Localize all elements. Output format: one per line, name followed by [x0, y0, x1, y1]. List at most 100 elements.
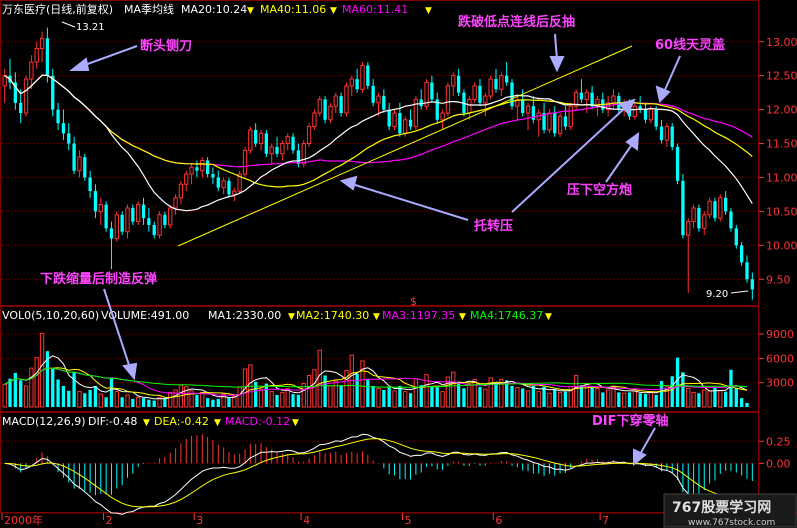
volume-bar-down [643, 394, 648, 407]
candle-up [157, 214, 162, 236]
candle-up [317, 98, 322, 114]
volume-bar-up [258, 388, 264, 408]
candle-up [312, 112, 317, 128]
vol-ma3: MA3:1197.35 [382, 309, 455, 322]
volume-bar-down [141, 398, 146, 407]
arrow-down-icon: ▼ [425, 6, 432, 16]
candle-down [61, 123, 66, 134]
candle-down [697, 208, 701, 229]
volume-bar-down [51, 368, 55, 407]
candle-down [109, 228, 114, 239]
price-tick-label: 9.50 [766, 273, 791, 286]
candle-down [435, 99, 439, 120]
axis-layer: 13.00 12.50 12.00 11.50 11.00 10.50 10.00 9.50 9… [759, 36, 797, 470]
candle-down [141, 204, 146, 219]
volume-bar-up [702, 389, 707, 408]
arrow-down-icon: ▼ [288, 312, 295, 322]
volume-bar-down [83, 393, 87, 407]
volume-bar-down [195, 394, 199, 407]
volume-bar-up [686, 387, 691, 408]
candle-up [39, 37, 45, 50]
high-marker-leader [61, 21, 76, 28]
watermark: 767股票学习网 www.767stock.com [663, 493, 797, 528]
price-tick-label: 10.00 [766, 239, 797, 252]
volume-bar-down [553, 390, 557, 407]
volume-bar-down [638, 393, 642, 407]
annotation-arrows [69, 33, 681, 467]
candle-up [29, 61, 34, 80]
candle-up [376, 95, 381, 104]
annotation-guillotine: 断头铡刀 [140, 38, 192, 54]
candle-down [670, 126, 674, 147]
candle-up [333, 95, 338, 107]
vol-ma2: MA2:1740.30 [296, 309, 369, 322]
candle-down [264, 133, 269, 154]
candle-up [403, 119, 408, 134]
ma60-legend: MA60:11.41 [342, 3, 408, 16]
volume-bar-down [152, 400, 156, 407]
price-tick-label: 11.50 [766, 138, 797, 151]
volume-bar-down [163, 398, 167, 407]
volume-bar-up [173, 389, 178, 408]
volume-bar-up [114, 391, 119, 408]
candle-up [280, 143, 285, 155]
arrow-zigzag-to-ma [511, 106, 627, 213]
candle-up [467, 98, 472, 114]
candle-up [125, 207, 130, 233]
volume-bar-down [211, 399, 215, 407]
volume-bar-down [291, 394, 295, 407]
candle-down [654, 109, 658, 127]
volume-bar-up [23, 385, 29, 408]
volume-bar-down [697, 393, 701, 407]
volume-bar-up [344, 370, 349, 408]
volume-bar-up [200, 391, 205, 408]
ma-label: MA季均线 [124, 2, 174, 16]
dollar-marker: $ [410, 295, 417, 308]
volume-bar-up [536, 391, 541, 408]
volume-bar-down [56, 379, 60, 407]
volume-bar-up [707, 390, 712, 408]
volume-bar-up [301, 383, 306, 408]
candle-down [494, 79, 498, 90]
candle-up [221, 180, 226, 189]
candle-down [382, 96, 386, 110]
candle-down [275, 146, 279, 154]
price-tick-label: 10.50 [766, 205, 797, 218]
candle-down [563, 116, 568, 127]
candle-down [505, 75, 509, 83]
candle-up [525, 105, 531, 114]
volume-bar-up [515, 387, 520, 408]
volume-bar-down [478, 386, 482, 407]
volume-bar-down [505, 380, 509, 407]
candle-down [152, 224, 156, 236]
annotation-dif-cross-zero: DIF下穿零轴 [592, 413, 669, 429]
volume-bar-down [419, 385, 423, 407]
vol-ma2-line [4, 367, 748, 398]
candle-down [104, 204, 108, 229]
candle-down [291, 136, 295, 151]
candle-up [237, 173, 242, 192]
candle-down [227, 180, 231, 195]
volume-bar-up [285, 387, 290, 408]
volume-bar-up [605, 389, 611, 408]
vol-volume: VOLUME:491.00 [101, 309, 189, 322]
candle-up [189, 166, 194, 175]
candle-up [451, 75, 456, 87]
volume-bar-up [189, 390, 194, 408]
arrowhead-ma60 [655, 85, 671, 104]
arrow-ma60 [663, 55, 681, 93]
volume-bar-up [306, 374, 312, 408]
candle-up [349, 78, 354, 87]
x-axis-label: 2 [105, 514, 112, 527]
candle-down [205, 160, 210, 175]
volume-bar-down [542, 386, 546, 407]
arrow-down-icon: ▼ [459, 312, 466, 322]
volume-bar-down [675, 357, 680, 407]
volume-bar-up [360, 360, 365, 408]
candle-up [483, 95, 488, 104]
arrow-down-icon: ▼ [292, 418, 299, 428]
candle-up [472, 85, 477, 100]
volume-bar-down [216, 398, 220, 407]
candle-down [456, 75, 461, 93]
candle-down [419, 99, 423, 107]
